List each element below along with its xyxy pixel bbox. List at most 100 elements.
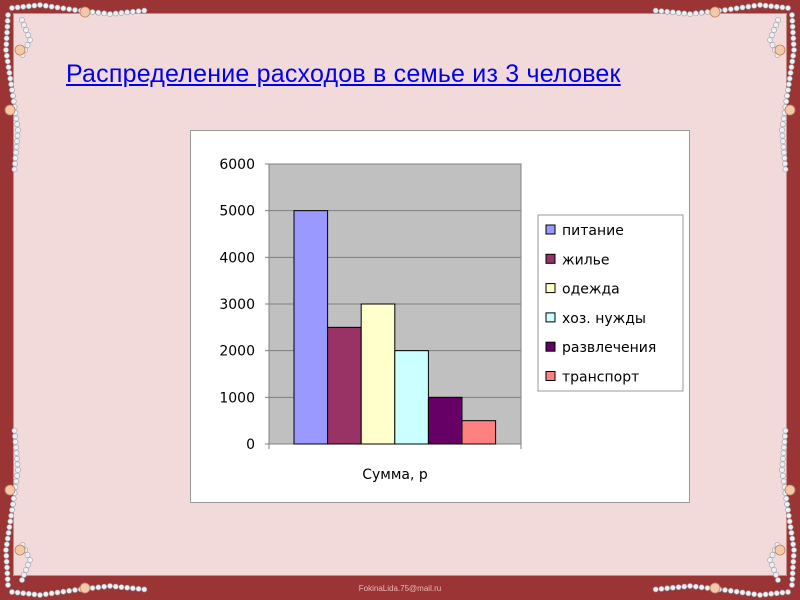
pearl — [54, 4, 61, 11]
pearl — [60, 5, 67, 12]
pearl — [135, 585, 142, 592]
pearl — [787, 524, 794, 531]
pearl — [727, 587, 734, 594]
legend-label: транспорт — [562, 370, 639, 386]
y-tick-label: 0 — [246, 437, 255, 453]
flower-ornament — [79, 6, 91, 18]
pearl — [72, 587, 78, 593]
pearl — [9, 5, 15, 11]
pearl — [20, 3, 27, 10]
pearl — [767, 557, 773, 563]
pearl — [31, 2, 38, 9]
pearl — [745, 590, 752, 597]
pearl — [24, 42, 31, 48]
pearl — [31, 591, 38, 598]
pearl — [14, 455, 20, 462]
pearl — [789, 570, 796, 577]
pearl — [790, 552, 797, 559]
pearl — [779, 467, 785, 473]
legend-label: развлечения — [562, 340, 656, 356]
pearl — [141, 586, 148, 593]
pearl — [8, 81, 15, 88]
pearl — [698, 584, 705, 591]
pearl — [669, 584, 676, 591]
pearl — [89, 9, 96, 15]
pearl — [780, 450, 787, 457]
pearl — [24, 552, 31, 558]
legend-swatch — [545, 224, 556, 235]
pearl — [14, 138, 20, 145]
pearl — [762, 2, 769, 9]
pearl — [771, 27, 777, 33]
bar-4 — [394, 350, 429, 445]
flower-ornament — [79, 582, 91, 594]
legend-swatch — [545, 283, 556, 294]
pearl — [10, 495, 17, 502]
pearl — [780, 455, 786, 462]
pearl — [101, 10, 108, 17]
pearl — [25, 590, 32, 597]
pearl — [779, 472, 786, 479]
pearl — [101, 583, 108, 590]
slide-title[interactable]: Распределение расходов в семье из 3 чело… — [66, 60, 621, 88]
pearl — [652, 586, 659, 593]
pearl — [790, 52, 797, 59]
pearl — [692, 10, 699, 17]
pearl — [698, 9, 705, 16]
pearl — [27, 557, 33, 563]
pearl — [779, 121, 786, 128]
pearl — [790, 564, 796, 571]
flower-ornament — [4, 484, 16, 496]
pearl — [13, 115, 20, 122]
pearl — [785, 81, 792, 88]
pearl — [781, 438, 788, 445]
pearl — [118, 9, 125, 16]
pearl — [652, 7, 659, 14]
pearl — [757, 592, 763, 598]
pearl — [658, 585, 665, 592]
pearl — [692, 583, 699, 590]
pearl — [9, 507, 15, 513]
pearl — [790, 541, 797, 548]
pearl — [12, 155, 19, 162]
bar-2 — [327, 326, 362, 445]
pearl — [129, 8, 136, 15]
pearl — [783, 98, 790, 105]
pearl — [25, 3, 32, 10]
pearl — [722, 7, 728, 13]
bar-5 — [427, 396, 463, 445]
pearl — [733, 5, 740, 12]
pearl — [14, 589, 21, 596]
pearl — [788, 529, 795, 536]
x-axis-label: Сумма, р — [362, 467, 428, 483]
pearl — [15, 127, 21, 133]
pearl — [769, 32, 775, 38]
pearl — [675, 9, 682, 16]
legend-label: одежда — [562, 282, 620, 298]
footer-email: FokinaLida.75@mail.ru — [358, 584, 442, 593]
pearl — [107, 11, 113, 17]
pearl — [6, 524, 13, 531]
pearl — [37, 2, 43, 8]
pearl — [95, 9, 102, 16]
pearl — [790, 29, 796, 36]
pearl — [4, 29, 10, 36]
pearl — [722, 587, 728, 593]
pearl — [3, 558, 10, 565]
pearl — [124, 584, 131, 591]
flower-ornament — [709, 6, 721, 18]
pearl — [13, 450, 20, 457]
pearl — [4, 564, 10, 571]
pearl — [42, 591, 49, 598]
chart: 0 1000 2000 3000 4000 5000 6000 Сумма, р питание… — [190, 130, 690, 503]
pearl — [773, 3, 780, 10]
pearl — [769, 42, 776, 48]
pearl — [779, 127, 785, 133]
pearl — [658, 8, 665, 15]
pearl — [773, 590, 780, 597]
pearl — [745, 3, 752, 10]
pearl — [769, 562, 775, 568]
pearl — [789, 23, 796, 30]
pearl — [11, 427, 18, 434]
